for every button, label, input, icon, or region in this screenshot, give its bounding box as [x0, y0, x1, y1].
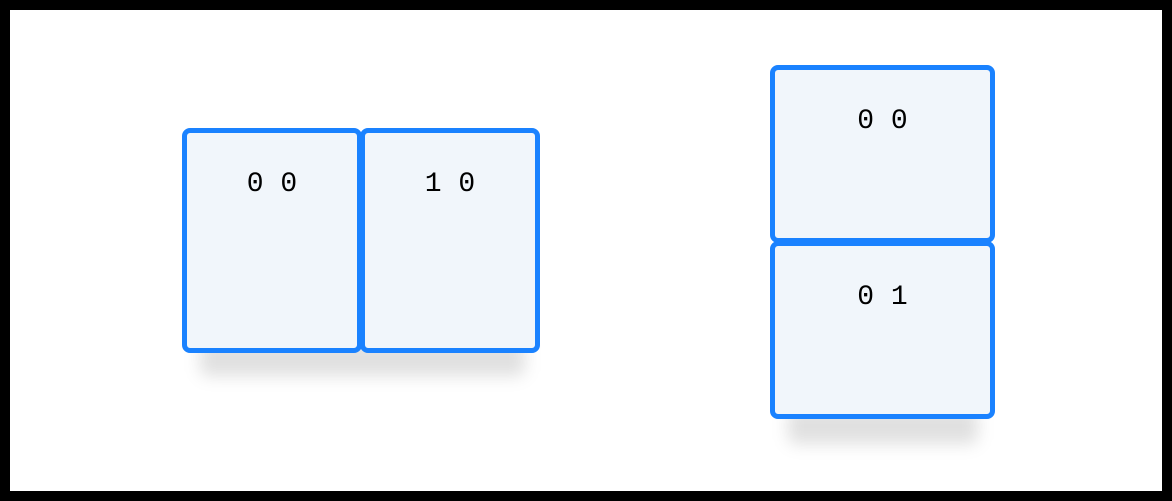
horizontal-pair-cell-0: 0 0: [182, 128, 362, 353]
horizontal-pair-cell-1: 1 0: [360, 128, 540, 353]
horizontal-pair-cell-1-label: 1 0: [425, 169, 475, 348]
vertical-pair-cell-0: 0 0: [770, 65, 995, 243]
vertical-pair-cell-0-label: 0 0: [857, 106, 907, 238]
vertical-pair-cell-1: 0 1: [770, 241, 995, 419]
vertical-pair-cell-1-label: 0 1: [857, 282, 907, 414]
diagram-frame: 0 0 1 0 0 0 0 1: [0, 0, 1172, 501]
horizontal-pair-cell-0-label: 0 0: [247, 169, 297, 348]
